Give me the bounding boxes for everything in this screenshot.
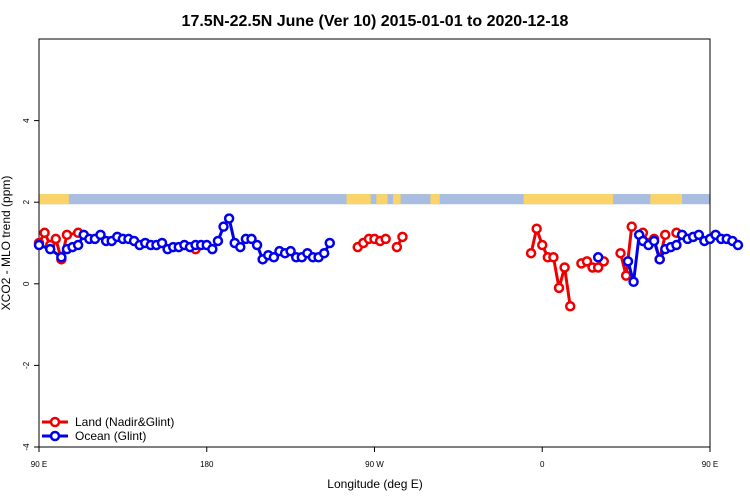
data-point	[235, 241, 246, 253]
data-point	[648, 235, 660, 247]
data-point	[207, 243, 218, 255]
y-tick-label: 2	[22, 199, 31, 204]
ocean-strip	[39, 194, 710, 205]
data-point	[246, 233, 257, 245]
legend-label: Land (Nadir&Glint)	[75, 415, 174, 429]
data-point	[553, 282, 565, 294]
data-point	[61, 229, 73, 241]
data-point	[218, 221, 229, 232]
legend-marker	[49, 416, 61, 428]
data-point	[581, 256, 593, 267]
y-axis-label: XCO2 - MLO trend (ppm)	[0, 176, 13, 311]
x-tick-label: 90 E	[31, 460, 47, 469]
land-span	[346, 194, 371, 205]
land-span	[523, 194, 614, 205]
x-tick-label: 180	[200, 460, 214, 469]
chart-title: 17.5N-22.5N June (Ver 10) 2015-01-01 to …	[182, 13, 569, 30]
land-span	[650, 194, 683, 205]
data-point	[44, 243, 56, 255]
data-point	[615, 247, 626, 259]
data-point	[671, 239, 682, 251]
data-point	[212, 235, 224, 247]
x-tick-label: 0	[540, 460, 545, 469]
data-point	[548, 252, 559, 263]
data-point	[251, 239, 263, 251]
data-point	[72, 239, 84, 251]
data-point	[564, 300, 576, 312]
land-span	[430, 194, 440, 205]
land-span	[39, 194, 69, 205]
x-tick-label: 90 E	[702, 460, 718, 469]
data-point	[654, 254, 665, 265]
data-point	[391, 241, 403, 253]
legend: Land (Nadir&Glint)Ocean (Glint)	[42, 415, 174, 443]
data-point	[397, 231, 408, 243]
y-axis: -4 -2 0 2 4	[22, 118, 39, 451]
x-axis: 90 E 180 90 W 0 90 E	[31, 447, 718, 469]
data-point	[626, 221, 637, 232]
y-tick-label: 0	[22, 281, 31, 286]
data-point	[50, 233, 62, 245]
land-ocean-strip	[39, 194, 710, 205]
data-point	[268, 252, 280, 263]
series-1	[33, 213, 744, 288]
data-point	[592, 262, 604, 273]
data-point	[660, 229, 671, 241]
legend-marker	[49, 430, 61, 442]
data-point	[285, 245, 296, 257]
data-point	[537, 239, 548, 251]
data-point	[156, 237, 168, 249]
data-point	[559, 262, 570, 273]
y-tick-label: 4	[22, 118, 31, 123]
data-point	[318, 247, 330, 259]
x-axis-label: Longitude (deg E)	[327, 477, 422, 491]
data-point	[620, 270, 632, 281]
data-point	[39, 227, 50, 239]
data-point	[693, 229, 705, 241]
data-point	[33, 239, 45, 251]
data-point	[223, 213, 235, 224]
data-point	[732, 239, 744, 251]
data-point	[592, 252, 604, 263]
land-span	[393, 194, 401, 205]
data-point	[531, 223, 542, 234]
data-point	[324, 237, 336, 249]
series-layer	[33, 213, 744, 312]
data-point	[622, 256, 634, 267]
legend-label: Ocean (Glint)	[75, 429, 146, 443]
data-point	[95, 229, 106, 241]
data-point	[525, 247, 537, 259]
y-tick-label: -2	[22, 361, 31, 369]
data-point	[380, 233, 391, 245]
y-tick-label: -4	[22, 443, 31, 451]
data-point	[628, 276, 639, 288]
data-point	[56, 252, 67, 263]
x-tick-label: 90 W	[365, 460, 384, 469]
land-span	[376, 194, 388, 205]
